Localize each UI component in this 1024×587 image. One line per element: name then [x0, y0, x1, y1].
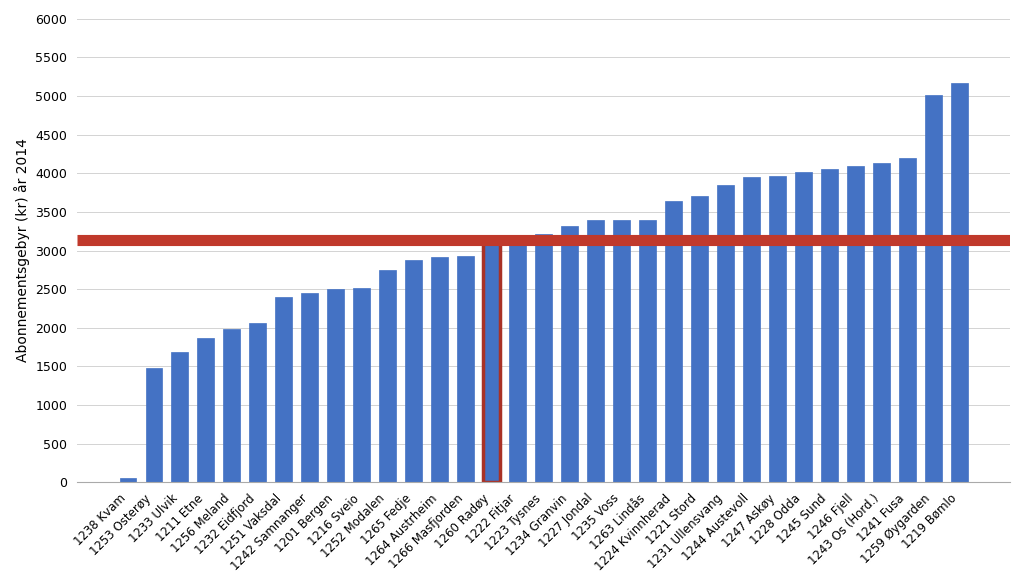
Bar	[328, 289, 344, 482]
Bar	[223, 329, 241, 482]
Bar	[925, 95, 942, 482]
Bar	[899, 158, 915, 482]
Bar	[821, 170, 838, 482]
Bar	[145, 368, 163, 482]
Bar	[691, 197, 708, 482]
Bar	[458, 256, 474, 482]
Bar	[406, 260, 422, 482]
Bar	[483, 241, 500, 482]
Bar	[198, 338, 214, 482]
Bar	[353, 288, 371, 482]
Bar	[769, 177, 785, 482]
Bar	[509, 237, 526, 482]
Bar	[431, 258, 449, 482]
Bar	[587, 220, 604, 482]
Bar	[639, 220, 656, 482]
Bar	[795, 172, 812, 482]
Bar	[872, 163, 890, 482]
Bar	[171, 352, 188, 482]
Bar	[301, 293, 318, 482]
Bar	[536, 234, 552, 482]
Bar	[743, 177, 760, 482]
Bar	[847, 166, 864, 482]
Bar	[951, 83, 968, 482]
Bar	[717, 185, 734, 482]
Bar	[613, 220, 630, 482]
Bar	[275, 297, 292, 482]
Bar	[379, 270, 396, 482]
Bar	[561, 226, 578, 482]
Bar	[250, 323, 266, 482]
Y-axis label: Abonnementsgebyr (kr) år 2014: Abonnementsgebyr (kr) år 2014	[14, 139, 30, 362]
Bar	[665, 201, 682, 482]
Bar	[120, 478, 136, 482]
